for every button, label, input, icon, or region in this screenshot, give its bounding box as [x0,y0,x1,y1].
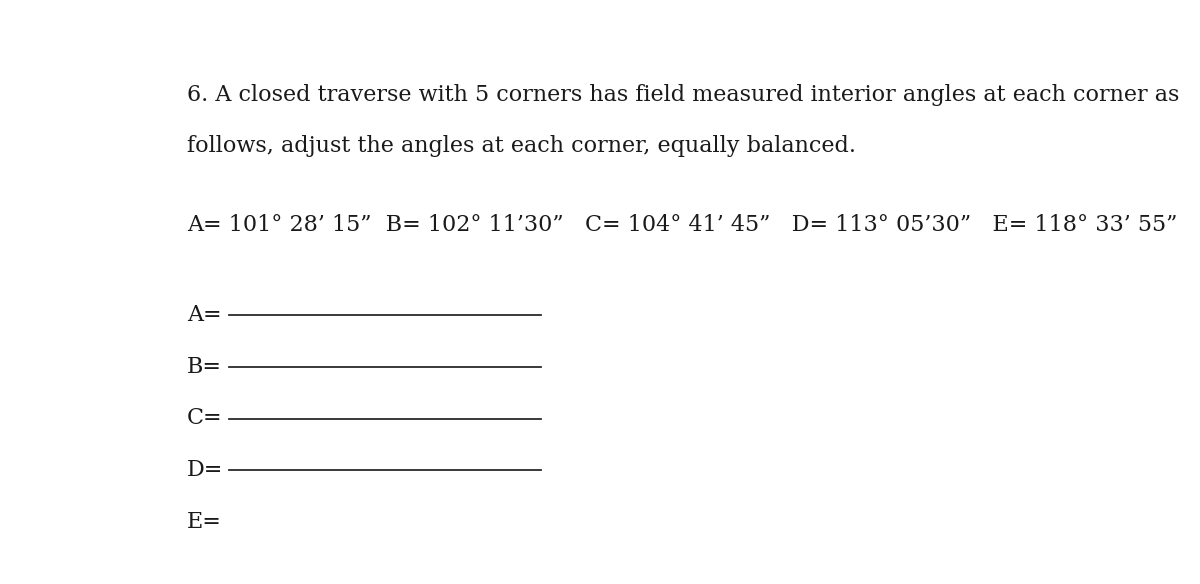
Text: follows, adjust the angles at each corner, equally balanced.: follows, adjust the angles at each corne… [187,135,857,157]
Text: A=: A= [187,304,222,326]
Text: D=: D= [187,459,223,481]
Text: B=: B= [187,356,222,378]
Text: C=: C= [187,408,223,429]
Text: E=: E= [187,511,222,533]
Text: A= 101° 28’ 15”  B= 102° 11’30”   C= 104° 41’ 45”   D= 113° 05’30”   E= 118° 33’: A= 101° 28’ 15” B= 102° 11’30” C= 104° 4… [187,214,1177,236]
Text: 6. A closed traverse with 5 corners has field measured interior angles at each c: 6. A closed traverse with 5 corners has … [187,84,1180,106]
